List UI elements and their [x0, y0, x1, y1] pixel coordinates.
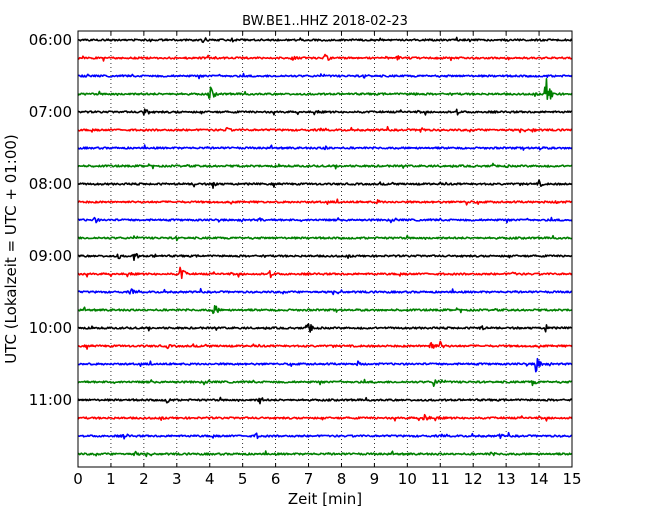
x-tick-label: 7 — [304, 470, 314, 488]
x-tick-label: 1 — [106, 470, 116, 488]
x-tick-label: 10 — [398, 470, 417, 488]
x-tick-label: 11 — [431, 470, 450, 488]
x-axis-label: Zeit [min] — [288, 490, 362, 508]
chart-title: BW.BE1..HHZ 2018-02-23 — [242, 14, 408, 29]
y-tick-label: 10:00 — [29, 319, 72, 337]
seismic-trace — [77, 287, 573, 296]
x-tick-label: 12 — [464, 470, 483, 488]
x-tick-label: 3 — [172, 470, 182, 488]
x-tick-label: 14 — [530, 470, 549, 488]
seismic-trace — [77, 357, 573, 373]
y-tick-label: 07:00 — [29, 103, 72, 121]
seismic-trace — [77, 77, 573, 101]
seismic-trace — [77, 72, 573, 80]
grid-layer — [110, 31, 540, 467]
seismic-trace — [77, 266, 573, 280]
trace-layer — [77, 36, 573, 458]
seismic-trace — [77, 53, 573, 62]
seismic-trace — [77, 305, 573, 315]
seismic-trace — [77, 253, 573, 262]
plot-frame — [77, 30, 573, 468]
seismic-trace — [77, 340, 573, 350]
x-tick-label: 2 — [139, 470, 149, 488]
y-tick-label: 08:00 — [29, 175, 72, 193]
x-tick-label: 15 — [562, 470, 581, 488]
seismic-trace — [77, 431, 573, 440]
tick-layer: 0 1 2 3 4 5 6 7 8 9 10 11 12 13 14 1506:0007:0008:0009:… — [29, 31, 582, 488]
x-tick-label: 8 — [337, 470, 347, 488]
x-tick-label: 6 — [271, 470, 281, 488]
seismic-trace — [77, 179, 573, 189]
seismic-trace — [77, 323, 573, 333]
x-tick-label: 5 — [238, 470, 248, 488]
y-tick-label: 11:00 — [29, 391, 72, 409]
seismic-trace — [77, 216, 573, 224]
x-tick-label: 0 — [73, 470, 83, 488]
x-tick-label: 9 — [370, 470, 380, 488]
seismic-trace — [77, 234, 573, 242]
seismic-trace — [77, 378, 573, 387]
y-tick-label: 09:00 — [29, 247, 72, 265]
seismic-trace — [77, 450, 573, 458]
y-axis-label: UTC (Lokalzeit = UTC + 01:00) — [2, 134, 20, 364]
seismic-trace — [77, 36, 573, 44]
seismic-trace — [77, 162, 573, 170]
seismic-trace — [77, 198, 573, 206]
seismic-trace — [77, 125, 573, 134]
y-tick-label: 06:00 — [29, 31, 72, 49]
seismic-trace — [77, 144, 573, 151]
x-tick-label: 4 — [205, 470, 215, 488]
seismic-trace — [77, 413, 573, 422]
x-tick-label: 13 — [497, 470, 516, 488]
seismic-trace — [77, 108, 573, 116]
seismic-trace — [77, 396, 573, 405]
